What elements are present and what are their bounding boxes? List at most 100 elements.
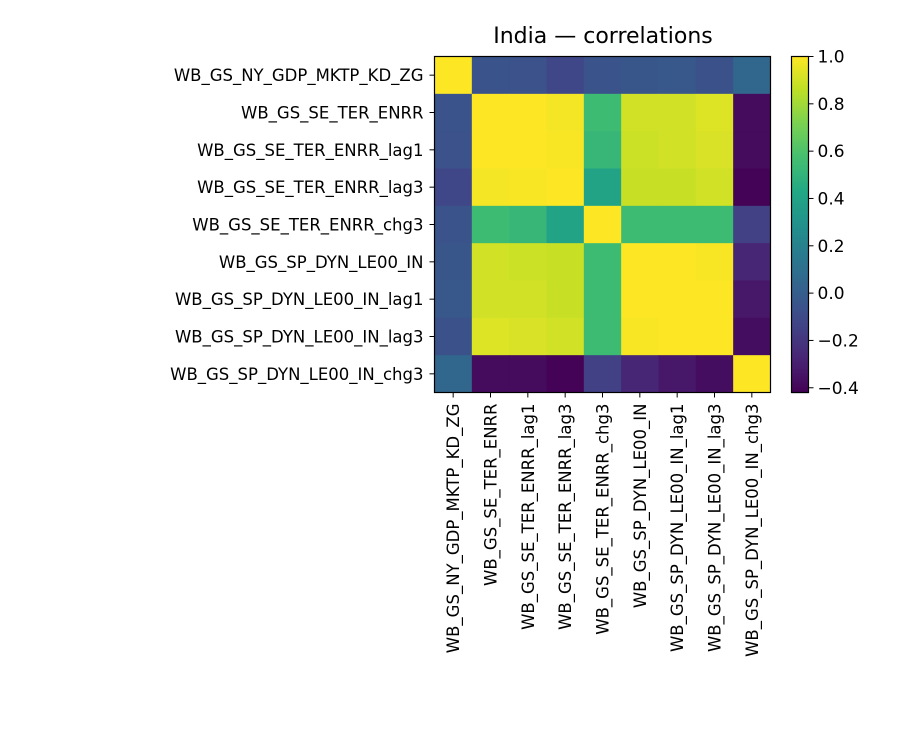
heatmap-cell <box>621 280 659 319</box>
colorbar-tick-label: 0.4 <box>818 189 845 209</box>
colorbar-segment <box>791 194 809 198</box>
colorbar-segment <box>791 214 809 218</box>
colorbar-segment <box>791 178 809 182</box>
heatmap-cell <box>471 243 510 281</box>
colorbar-segment <box>791 358 809 362</box>
colorbar-segment <box>791 280 809 284</box>
colorbar-segment <box>791 120 809 124</box>
colorbar-segment <box>791 82 809 86</box>
colorbar-segment <box>791 98 809 102</box>
colorbar-segment <box>791 310 809 314</box>
heatmap-cell <box>583 168 622 207</box>
heatmap-cell <box>471 280 510 319</box>
colorbar-segment <box>791 192 809 196</box>
heatmap-cell <box>695 355 734 393</box>
heatmap-cell <box>621 131 659 169</box>
colorbar-segment <box>791 136 809 140</box>
colorbar-segment <box>791 326 809 330</box>
colorbar-segment <box>791 56 809 60</box>
heatmap-cell <box>434 56 473 95</box>
colorbar-segment <box>791 64 809 68</box>
colorbar-segment <box>791 388 809 392</box>
colorbar-segment <box>791 108 809 112</box>
colorbar-segment <box>791 380 809 384</box>
heatmap-cell <box>658 355 697 393</box>
colorbar-segment <box>791 106 809 110</box>
heatmap-cell <box>621 168 659 207</box>
colorbar-segment <box>791 138 809 142</box>
y-tick-labels: WB_GS_NY_GDP_MKTP_KD_ZG WB_GS_SE_TER_ENRR… <box>170 66 435 385</box>
heatmap-cell <box>658 317 697 356</box>
colorbar-segment <box>791 58 809 62</box>
colorbar-segment <box>791 172 809 176</box>
colorbar-segment <box>791 146 809 150</box>
colorbar-segment <box>791 266 809 270</box>
heatmap-cell <box>733 280 771 319</box>
colorbar-segment <box>791 116 809 120</box>
colorbar-segment <box>791 156 809 160</box>
colorbar-segment <box>791 240 809 244</box>
colorbar-segment <box>791 288 809 292</box>
heatmap-cell <box>733 243 771 281</box>
heatmap-cell <box>434 355 473 393</box>
x-tick-label: WB_GS_SE_TER_ENRR_lag1 <box>519 404 539 630</box>
heatmap-cell <box>546 168 585 207</box>
heatmap-cell <box>471 168 510 207</box>
colorbar-segment <box>791 200 809 204</box>
y-tick-label: WB_GS_SE_TER_ENRR_chg3 <box>192 216 423 236</box>
colorbar-segment <box>791 384 809 388</box>
colorbar-segment <box>791 232 809 236</box>
colorbar-segment <box>791 158 809 162</box>
x-tick-label: WB_GS_SP_DYN_LE00_IN <box>631 404 651 609</box>
colorbar-segment <box>791 234 809 238</box>
colorbar-segment <box>791 334 809 338</box>
colorbar-segment <box>791 168 809 172</box>
colorbar-segment <box>791 210 809 214</box>
colorbar-segment <box>791 258 809 262</box>
heatmap-cell <box>583 355 622 393</box>
heatmap-cell <box>546 93 585 132</box>
heatmap-cell <box>695 243 734 281</box>
colorbar-segment <box>791 256 809 260</box>
colorbar-segment <box>791 128 809 132</box>
heatmap-cell <box>546 355 585 393</box>
colorbar-segment <box>791 328 809 332</box>
colorbar-segment <box>791 306 809 310</box>
colorbar-segment <box>791 76 809 80</box>
y-tick-label: WB_GS_SE_TER_ENRR_lag1 <box>197 141 423 161</box>
colorbar-segment <box>791 78 809 82</box>
heatmap-cell <box>583 205 622 244</box>
colorbar-segment <box>791 370 809 374</box>
colorbar-segment <box>791 298 809 302</box>
x-tick-label: WB_GS_SP_DYN_LE00_IN_lag3 <box>706 404 726 653</box>
colorbar-segment <box>791 272 809 276</box>
colorbar-segment <box>791 238 809 242</box>
heatmap-cell <box>471 93 510 132</box>
colorbar-tick-label: 1.0 <box>818 48 845 68</box>
heatmap-cell <box>695 317 734 356</box>
colorbar-segment <box>791 100 809 104</box>
colorbar-segment <box>791 242 809 246</box>
heatmap-cell <box>658 131 697 169</box>
colorbar-segment <box>791 204 809 208</box>
colorbar-segment <box>791 274 809 278</box>
colorbar-segment <box>791 316 809 320</box>
x-tick-label: WB_GS_SE_TER_ENRR_chg3 <box>594 404 614 635</box>
heatmap-cell <box>733 93 771 132</box>
colorbar-segment <box>791 336 809 340</box>
colorbar-segment <box>791 70 809 74</box>
colorbar-segment <box>791 152 809 156</box>
colorbar-segment <box>791 252 809 256</box>
colorbar-segment <box>791 386 809 390</box>
heatmap-cell <box>583 280 622 319</box>
colorbar-segment <box>791 372 809 376</box>
colorbar-segment <box>791 166 809 170</box>
colorbar-segment <box>791 262 809 266</box>
colorbar-segment <box>791 80 809 84</box>
heatmap-cell <box>509 243 547 281</box>
heatmap-cell <box>658 280 697 319</box>
colorbar-segment <box>791 180 809 184</box>
heatmap-cell <box>583 243 622 281</box>
colorbar-segment <box>791 338 809 342</box>
colorbar-segment <box>791 104 809 108</box>
